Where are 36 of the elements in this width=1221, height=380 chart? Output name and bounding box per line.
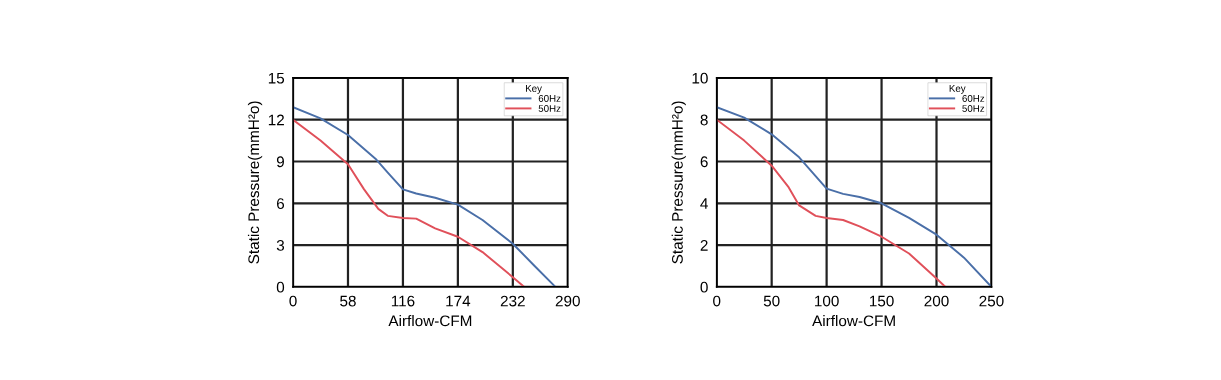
legend-title: Key	[525, 85, 542, 94]
y-tick-label: 6	[276, 198, 285, 209]
line-series	[716, 118, 947, 287]
line-series	[293, 118, 526, 287]
x-tick-label: 200	[924, 295, 949, 307]
x-tick-label: 100	[815, 295, 839, 307]
x-tick-label: 0	[713, 295, 721, 307]
y-tick-label: 9	[276, 156, 284, 168]
x-tick-label: 150	[869, 295, 894, 307]
x-tick-label: 232	[500, 295, 525, 307]
x-tick-label: 0	[289, 295, 297, 307]
y-tick-label: 2	[700, 239, 708, 251]
y-tick-label: 4	[700, 198, 708, 209]
y-tick-label: 0	[276, 281, 285, 293]
y-tick-label: 10	[692, 72, 708, 84]
y-axis-title: Static Pressure(mmH²o)	[671, 101, 686, 264]
legend-label: 60Hz	[538, 95, 561, 102]
x-tick-label: 174	[446, 295, 471, 307]
x-axis-title: Airflow-CFM	[388, 315, 472, 327]
legend-label: 60Hz	[962, 95, 985, 102]
x-tick-label: 116	[391, 295, 415, 307]
y-tick-label: 12	[268, 114, 284, 126]
legend-label: 50Hz	[538, 105, 561, 112]
x-tick-label: 50	[763, 295, 780, 307]
y-axis-title: Static Pressure(mmH²o)	[247, 101, 263, 264]
legend-label: 50Hz	[962, 105, 985, 112]
x-tick-label: 290	[555, 295, 580, 307]
x-axis-title: Airflow-CFM	[812, 315, 895, 327]
y-tick-label: 6	[700, 156, 708, 168]
y-tick-label: 8	[700, 114, 708, 126]
legend-title: Key	[949, 85, 966, 94]
x-tick-label: 58	[340, 295, 356, 307]
y-tick-label: 15	[268, 72, 285, 84]
y-tick-label: 0	[700, 281, 708, 293]
x-tick-label: 250	[979, 295, 1004, 307]
y-tick-label: 3	[276, 239, 285, 251]
